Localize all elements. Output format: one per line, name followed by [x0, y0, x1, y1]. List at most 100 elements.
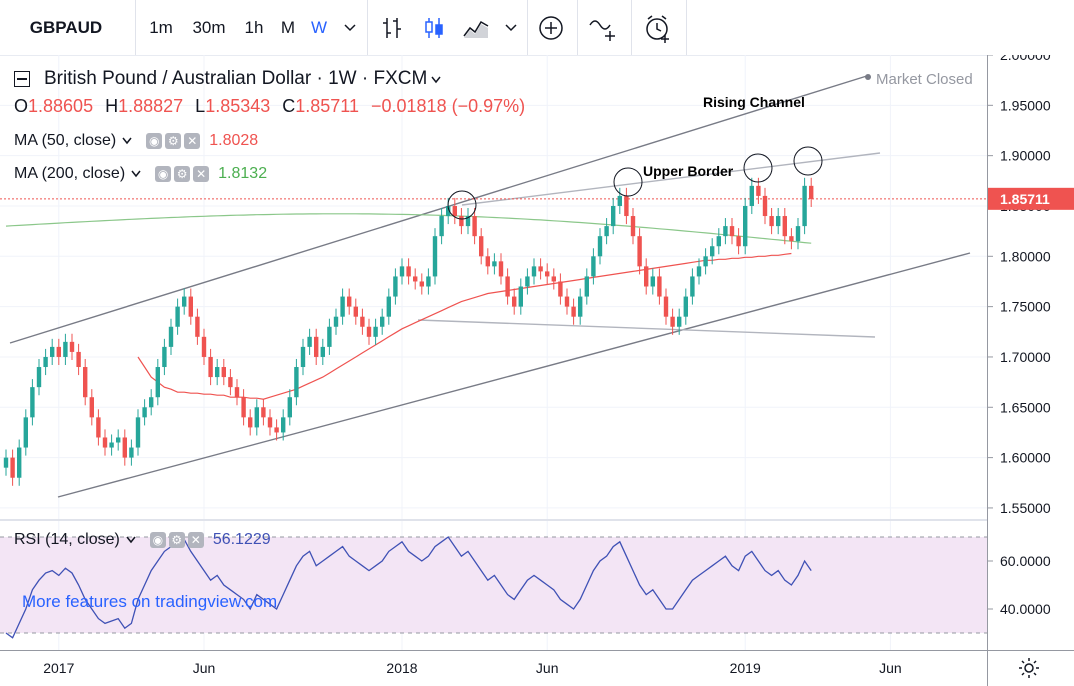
candle-body: [129, 447, 134, 458]
chevron-down-icon[interactable]: [431, 68, 441, 90]
symbol-search[interactable]: GBPAUD: [29, 17, 103, 37]
candle-body: [782, 216, 787, 237]
candle-body: [307, 336, 312, 347]
price-tick-label: 1.65000: [1000, 399, 1051, 415]
candle-body: [465, 216, 471, 227]
chevron-down-icon[interactable]: [131, 165, 141, 183]
time-axis[interactable]: 2017 Jun 2018 Jun 2019 Jun: [0, 650, 987, 686]
visibility-icon[interactable]: ◉: [149, 532, 166, 548]
candle-body: [366, 326, 372, 337]
ma200-line: [5, 213, 812, 244]
support-line: [417, 319, 876, 338]
interval-1h[interactable]: 1h: [244, 17, 264, 37]
channel-lines: [0, 74, 987, 498]
candle-body: [413, 276, 418, 282]
chevron-down-icon[interactable]: [336, 0, 364, 55]
visibility-icon[interactable]: ◉: [155, 166, 172, 182]
gear-icon[interactable]: [1018, 657, 1040, 684]
candle-body: [644, 266, 649, 287]
candle-body: [182, 296, 187, 307]
candle-body: [558, 281, 563, 297]
chevron-down-icon[interactable]: [126, 531, 136, 549]
tradingview-watermark[interactable]: More features on tradingview.com: [22, 592, 278, 611]
candle-body: [294, 367, 299, 398]
candles-style-icon[interactable]: [414, 0, 454, 55]
candle-body: [287, 397, 292, 418]
candle-body: [234, 387, 240, 398]
candle-body: [83, 367, 88, 398]
visibility-icon[interactable]: ◉: [146, 133, 163, 149]
time-tick-label: 2019: [730, 660, 761, 676]
collapse-icon[interactable]: [14, 71, 30, 87]
upper-border-line: [461, 152, 881, 206]
candle-body: [221, 367, 226, 378]
chevron-down-icon[interactable]: [122, 132, 132, 150]
candle-body: [525, 276, 530, 287]
candle-body: [406, 266, 411, 277]
highlight-circle: [447, 190, 477, 220]
candle-body: [789, 236, 794, 242]
alert-clock-icon[interactable]: [636, 0, 680, 55]
candle-body: [300, 346, 306, 368]
candle-body: [386, 296, 391, 317]
low-value: 1.85343: [205, 96, 271, 116]
add-indicator-icon[interactable]: [531, 0, 571, 55]
candle-body: [459, 216, 464, 227]
candle-body: [439, 216, 444, 237]
close-icon[interactable]: ✕: [184, 133, 201, 149]
candle-body: [116, 437, 121, 443]
bars-style-icon[interactable]: [372, 0, 412, 55]
ohlc-values: O 1.88605 H 1.88827 L 1.85343 C 1.85711 −0.0…: [14, 96, 525, 117]
candle-body: [3, 457, 9, 468]
settings-icon[interactable]: ⚙: [168, 532, 185, 548]
settings-icon[interactable]: ⚙: [165, 133, 182, 149]
candle-body: [188, 296, 193, 317]
interval-1m[interactable]: 1m: [149, 17, 173, 37]
price-tick-label: 1.80000: [1000, 248, 1051, 264]
candle-body: [393, 276, 398, 297]
price-chart[interactable]: Market Closed Rising Channel Upper Border: [0, 55, 987, 650]
interval-30m[interactable]: 30m: [192, 17, 226, 37]
candle-body: [155, 367, 160, 398]
settings-icon[interactable]: ⚙: [174, 166, 191, 182]
price-tick-label: 1.75000: [1000, 299, 1051, 315]
candle-body: [96, 417, 101, 438]
ma200-value: 1.8132: [218, 165, 268, 182]
last-price-badge: [988, 187, 1074, 210]
candle-body: [228, 377, 233, 388]
ma50-line: [137, 252, 792, 400]
close-icon[interactable]: ✕: [193, 166, 210, 182]
time-tick-label: Jun: [879, 660, 902, 676]
ma200-path: [5, 213, 812, 244]
candle-body: [762, 195, 768, 217]
candle-body: [564, 296, 570, 307]
candle-body: [373, 326, 378, 337]
candle-body: [716, 236, 721, 247]
compare-icon[interactable]: [582, 0, 626, 55]
interval-week[interactable]: W: [310, 17, 328, 37]
price-axis[interactable]: 2.000001.950001.900001.850001.800001.750…: [987, 55, 1074, 650]
series-legend: British Pound / Australian Dollar · 1W ·…: [14, 68, 441, 90]
ma50-path: [137, 252, 792, 400]
toolbar-divider: [686, 0, 687, 55]
panel-separator[interactable]: [0, 519, 987, 521]
time-tick-label: 2017: [43, 660, 74, 676]
time-tick-label: Jun: [536, 660, 559, 676]
candle-body: [195, 316, 200, 337]
interval-month[interactable]: M: [280, 17, 296, 37]
candle-body: [69, 341, 75, 352]
price-tick-label: 1.95000: [1000, 97, 1051, 113]
candle-body: [248, 417, 253, 428]
top-toolbar: GBPAUD 1m 30m 1h M W: [0, 0, 1074, 56]
candle-body: [122, 437, 127, 458]
rsi-tick-label: 40.0000: [1000, 601, 1051, 617]
area-style-icon[interactable]: [456, 0, 496, 55]
market-closed-label: Market Closed: [876, 71, 973, 88]
high-label: H: [105, 96, 119, 116]
candle-body: [175, 306, 180, 327]
candle-body: [703, 256, 708, 267]
chevron-down-icon[interactable]: [498, 0, 524, 55]
candle-body: [261, 407, 266, 418]
close-icon[interactable]: ✕: [187, 532, 204, 548]
rsi-legend: RSI (14, close) ◉ ⚙ ✕ 56.1229: [14, 531, 271, 549]
